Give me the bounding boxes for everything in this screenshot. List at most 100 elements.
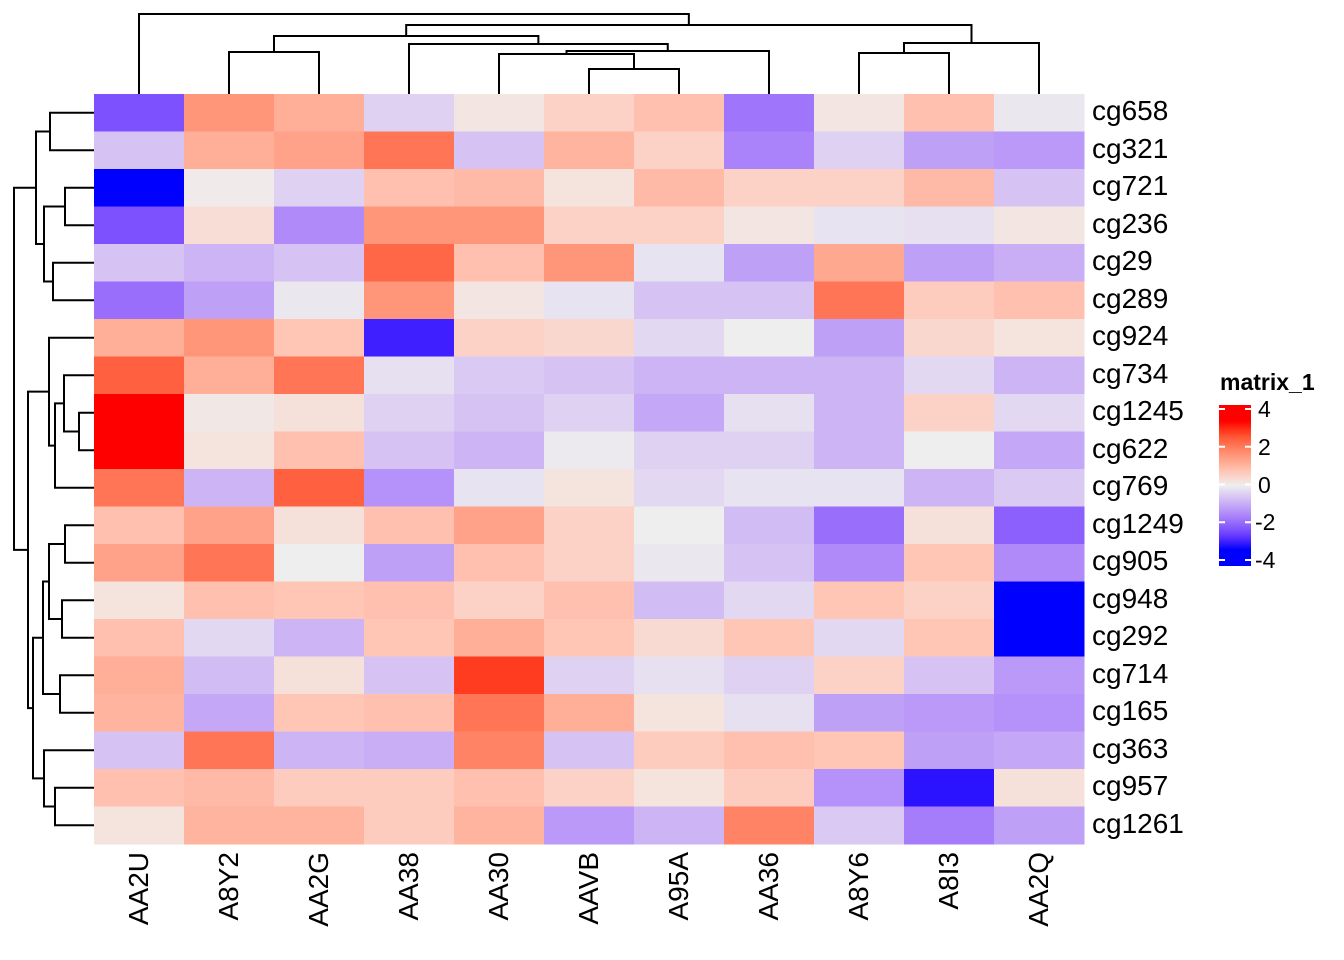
heatmap-cell-cg1261-A95A [634,806,725,845]
heatmap-cell-cg1245-AA2U [94,394,185,432]
heatmap-cell-cg957-A8I3 [904,769,995,807]
heatmap-cell-cg948-AA2U [94,581,185,620]
heatmap-cell-cg29-A95A [634,244,725,282]
heatmap-cell-cg363-A8I3 [904,731,995,770]
heatmap-cell-cg734-AA2Q [994,356,1085,395]
heatmap-cell-cg714-AA30 [454,656,545,695]
column-label: A8Y2 [213,852,244,921]
heatmap-cell-cg957-AA2G [274,769,365,807]
heatmap-cell-cg714-AA38 [364,656,455,695]
heatmap-cell-cg714-A8I3 [904,656,995,695]
heatmap-cell-cg957-AA30 [454,769,545,807]
heatmap-cell-cg1245-A8Y6 [814,394,905,432]
heatmap-cell-cg721-AA2U [94,169,185,207]
heatmap-cell-cg1245-AA36 [724,394,815,432]
heatmap-cell-cg658-A8I3 [904,94,995,132]
heatmap-cell-cg957-AA38 [364,769,455,807]
heatmap-cell-cg734-AA30 [454,356,545,395]
heatmap-cell-cg924-A95A [634,319,725,357]
heatmap-cell-cg321-AA2Q [994,131,1085,170]
heatmap-cell-cg658-AA2G [274,94,365,132]
heatmap-cell-cg321-AAVB [544,131,635,170]
dendrogram-branch [228,51,320,94]
dendrogram-branch [498,53,635,94]
heatmap-cell-cg1249-AA2Q [994,506,1085,545]
row-label: cg622 [1092,432,1169,464]
heatmap-cell-cg948-A8Y2 [184,581,275,620]
row-label: cg1261 [1092,807,1184,839]
heatmap-cell-cg622-AA2Q [994,431,1085,470]
heatmap-cell-cg734-AA36 [724,356,815,395]
heatmap-cell-cg289-AA2G [274,281,365,320]
dendrogram-branch [13,186,36,551]
heatmap-cell-cg165-AA2Q [994,694,1085,732]
heatmap-cell-cg905-AA30 [454,544,545,582]
heatmap-cell-cg905-A95A [634,544,725,582]
heatmap-cell-cg721-A8Y6 [814,169,905,207]
legend-label: 2 [1258,433,1271,460]
heatmap-cell-cg622-A8I3 [904,431,995,470]
heatmap-cell-cg1245-A8I3 [904,394,995,432]
row-label: cg236 [1092,207,1169,239]
heatmap-cell-cg948-AA36 [724,581,815,620]
heatmap-cell-cg734-AAVB [544,356,635,395]
column-label: AA36 [753,852,784,921]
heatmap-cell-cg905-A8Y2 [184,544,275,582]
heatmap-cell-cg957-A8Y2 [184,769,275,807]
heatmap-cell-cg622-AA38 [364,431,455,470]
heatmap-cell-cg29-AA36 [724,244,815,282]
column-label: AA2Q [1023,852,1054,927]
heatmap-cell-cg622-AA2U [94,431,185,470]
row-label: cg734 [1092,357,1169,389]
heatmap-cell-cg721-A8I3 [904,169,995,207]
heatmap-cell-cg924-AA2G [274,319,365,357]
heatmap-cell-cg363-A8Y6 [814,731,905,770]
heatmap-cell-cg658-AA36 [724,94,815,132]
dendrogram-branch [54,786,94,827]
heatmap-cell-cg165-AA2G [274,694,365,732]
heatmap-cell-cg1245-AAVB [544,394,635,432]
heatmap-cell-cg721-A95A [634,169,725,207]
column-label: A95A [663,852,694,921]
heatmap-cell-cg289-A8I3 [904,281,995,320]
heatmap-cell-cg1249-AA30 [454,506,545,545]
heatmap-cell-cg292-AA30 [454,619,545,657]
heatmap-cell-cg289-A8Y2 [184,281,275,320]
heatmap-cell-cg289-A8Y6 [814,281,905,320]
heatmap-cell-cg1261-AA30 [454,806,545,845]
heatmap-cell-cg236-A8I3 [904,206,995,245]
dendrogram-branch [49,111,94,152]
heatmap-cell-cg165-AA30 [454,694,545,732]
heatmap-cell-cg714-A8Y2 [184,656,275,695]
heatmap-cell-cg321-A95A [634,131,725,170]
heatmap-cell-cg165-AA36 [724,694,815,732]
heatmap-cell-cg622-AAVB [544,431,635,470]
column-label: A8I3 [933,852,964,910]
heatmap-cell-cg714-AA2U [94,656,185,695]
heatmap-cell-cg658-AA2U [94,94,185,132]
heatmap-cell-cg1261-AAVB [544,806,635,845]
dendrogram-branch [565,50,770,94]
heatmap-cell-cg734-AA2U [94,356,185,395]
heatmap-cell-cg29-AA38 [364,244,455,282]
heatmap-cell-cg1249-AAVB [544,506,635,545]
legend-ticks [1219,408,1251,561]
heatmap-cell-cg29-AA2Q [994,244,1085,282]
heatmap-cell-cg1261-AA2G [274,806,365,845]
heatmap-cell-cg905-AA2G [274,544,365,582]
heatmap-cell-cg721-A8Y2 [184,169,275,207]
heatmap-cell-cg363-AA36 [724,731,815,770]
heatmap-cell-cg622-AA2G [274,431,365,470]
heatmap-cell-cg769-AA2G [274,469,365,507]
heatmap-cell-cg957-AAVB [544,769,635,807]
heatmap-cell-cg1261-AA38 [364,806,455,845]
legend-label: -4 [1255,547,1276,573]
heatmap-cell-cg905-A8Y6 [814,544,905,582]
heatmap-cell-cg236-AA2Q [994,206,1085,245]
legend-label: 0 [1258,471,1271,498]
heatmap-cell-cg29-AA2U [94,244,185,282]
heatmap-cell-cg289-AA36 [724,281,815,320]
row-label: cg714 [1092,657,1169,689]
dendrogram-branch [64,524,94,564]
heatmap-cell-cg1249-A8Y6 [814,506,905,545]
